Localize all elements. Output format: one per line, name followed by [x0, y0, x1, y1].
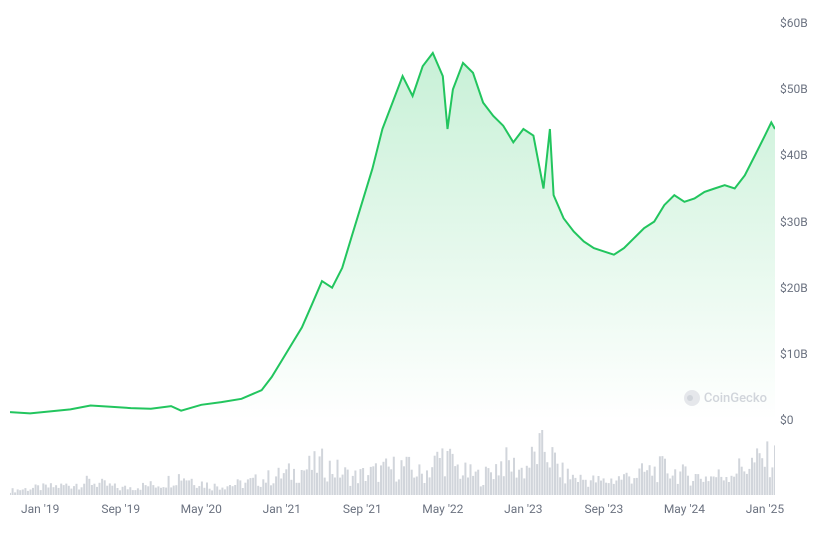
x-tick-label: May '22: [422, 502, 463, 516]
chart-container: CoinGecko $0 $10B $20B $30B $40B $50B $60B Jan…: [10, 10, 821, 528]
y-tick-label: $60B: [780, 16, 808, 30]
plot-area[interactable]: CoinGecko: [10, 10, 775, 420]
x-tick-label: May '20: [181, 502, 222, 516]
y-tick-label: $20B: [780, 281, 808, 295]
x-tick-label: Jan '25: [746, 502, 784, 516]
x-tick-label: Sep '19: [101, 502, 140, 516]
watermark-text: CoinGecko: [704, 391, 767, 406]
y-axis: $0$10B$20B$30B$40B$50B$60B: [780, 10, 830, 420]
area-chart-svg: [10, 10, 775, 420]
coingecko-icon: [684, 390, 700, 406]
x-tick-label: Jan '23: [504, 502, 542, 516]
x-axis: Jan '19 Sep '19 May '20 Jan '21 Sep '21 May '…: [10, 502, 775, 522]
area-fill: [10, 53, 775, 420]
x-tick-label: May '24: [664, 502, 705, 516]
y-tick-label: $40B: [780, 148, 808, 162]
watermark: CoinGecko: [684, 390, 767, 406]
volume-bars: [10, 430, 775, 495]
y-tick-label: $10B: [780, 347, 808, 361]
y-tick-label: $0: [780, 413, 794, 427]
x-tick-label: Jan '21: [263, 502, 301, 516]
x-tick-label: Sep '23: [584, 502, 623, 516]
y-tick-label: $30B: [780, 215, 808, 229]
volume-area[interactable]: [10, 430, 775, 495]
x-tick-label: Jan '19: [21, 502, 59, 516]
x-tick-label: Sep '21: [343, 502, 382, 516]
y-tick-label: $50B: [780, 82, 808, 96]
